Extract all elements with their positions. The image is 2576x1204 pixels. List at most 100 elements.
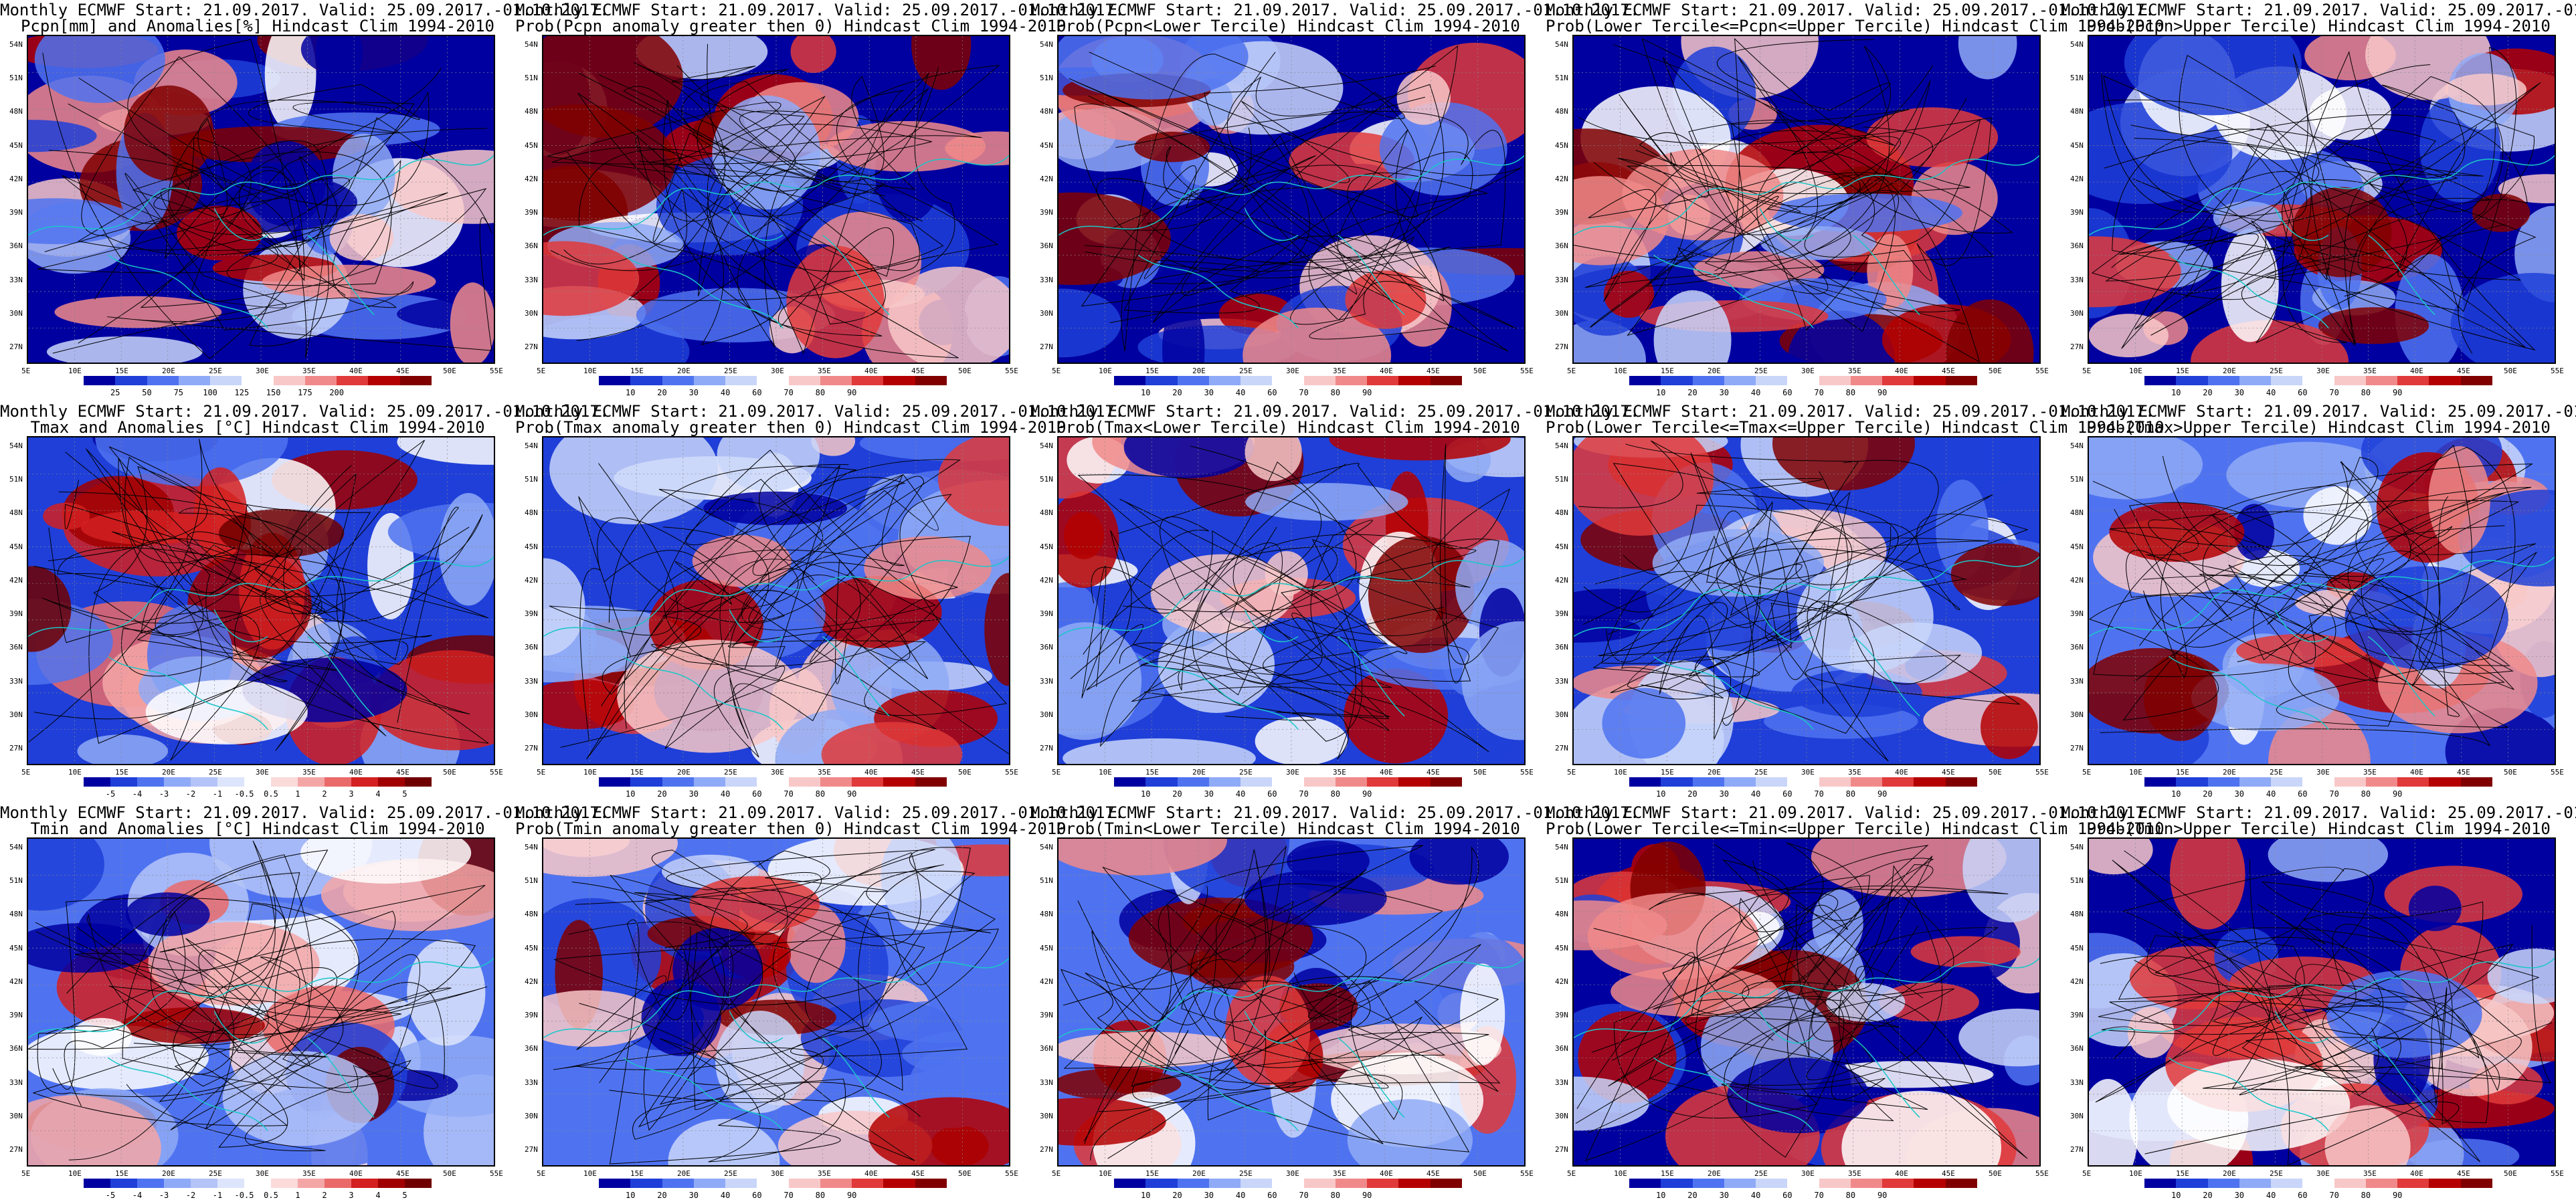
colorbar-segment (273, 376, 305, 385)
lon-label: 40E (864, 1169, 878, 1178)
colorbar-segment (191, 1179, 217, 1188)
colorbar-segment (852, 1179, 884, 1188)
colorbar-segment (2460, 1179, 2492, 1188)
field-blob (2124, 36, 2302, 116)
lat-label: 42N (2070, 977, 2084, 986)
colorbar-segment (2334, 376, 2366, 385)
colorbar-tick-label: 10 (1141, 1191, 1151, 1200)
contour-line (1077, 846, 1479, 1144)
colorbar-tick-label: 30 (1204, 388, 1214, 397)
contour-line (2111, 126, 2526, 348)
lat-label: 27N (2070, 744, 2084, 752)
colorbar-segment (1145, 1179, 1178, 1188)
lat-label: 36N (525, 643, 538, 652)
contour-line (601, 459, 961, 758)
contour-line (1575, 858, 1934, 1124)
field-blob (2089, 1079, 2138, 1165)
lon-label: 55E (490, 367, 503, 375)
lat-label: 42N (1040, 977, 1053, 986)
contour-line (37, 56, 448, 286)
lat-label: 33N (1040, 676, 1053, 686)
lon-label: 20E (1708, 1169, 1721, 1178)
lat-label: 42N (525, 977, 538, 986)
colorbar-segment (599, 777, 631, 787)
colorbar-tick-label: 40 (1750, 1191, 1761, 1200)
colorbar-tick-label: 90 (846, 388, 857, 397)
colorbar-segment (2397, 1179, 2429, 1188)
lat-label: 45N (9, 943, 23, 952)
contour-line (2140, 881, 2552, 1089)
coastline (543, 557, 1009, 730)
lon-label: 35E (818, 768, 831, 777)
lon-label: 55E (1520, 1169, 1534, 1178)
colorbar-segment (351, 777, 378, 787)
contour-line (58, 491, 489, 751)
map-area (27, 35, 495, 364)
lat-label: 33N (2070, 1078, 2084, 1087)
field-blob (123, 85, 214, 181)
colorbar-segment (1787, 1179, 1819, 1188)
lat-label: 27N (1040, 744, 1053, 752)
contour-line (1576, 845, 2028, 1159)
contour-line (33, 446, 489, 761)
field-map (1574, 36, 2039, 363)
lon-label: 20E (1708, 367, 1721, 375)
colorbar-segment (1945, 1179, 1977, 1188)
colorbar-tick-label: 3 (349, 789, 354, 799)
field-blob (543, 839, 678, 877)
colorbar-segment (1208, 376, 1241, 385)
lat-label: 54N (525, 40, 538, 49)
contour-line (2130, 47, 2517, 312)
lon-label: 20E (2223, 1169, 2236, 1178)
lat-label: 42N (2070, 575, 2084, 585)
colorbar-segment (1914, 376, 1946, 385)
colorbar-segment (2365, 376, 2398, 385)
colorbar-segment (788, 777, 820, 787)
lat-label: 48N (525, 107, 538, 116)
colorbar-tick-label: 20 (2203, 1191, 2213, 1200)
lon-label: 25E (1239, 768, 1253, 777)
lon-label: 35E (1333, 1169, 1346, 1178)
lon-label: 35E (2363, 367, 2377, 375)
map-area (2088, 436, 2556, 765)
colorbar (1114, 1179, 1462, 1188)
field-blob (864, 536, 992, 600)
colorbar-segment (1177, 376, 1209, 385)
contour-line (576, 65, 959, 359)
colorbar-segment (630, 777, 662, 787)
field-blob (2487, 948, 2555, 1004)
field-blob (46, 336, 203, 363)
field-blob (1841, 1090, 2001, 1165)
map-panel-pcpn-upper: Monthly ECMWF Start: 21.09.2017. Valid: … (2061, 0, 2576, 401)
lon-label: 30E (1286, 367, 1299, 375)
colorbar-tick-label: 10 (1656, 388, 1666, 397)
lon-label: 5E (1052, 367, 1061, 375)
colorbar-segment (84, 376, 116, 385)
contour-line (2095, 866, 2528, 1106)
colorbar-segment (1177, 1179, 1209, 1188)
field-blob (145, 680, 308, 744)
colorbar-tick-label: -1 (212, 789, 223, 799)
lat-label: 54N (9, 441, 23, 450)
colorbar-tick-label: 20 (1172, 789, 1182, 799)
lon-label: 35E (1848, 367, 1861, 375)
contour-line (1578, 38, 1992, 324)
colorbar-tick-label: 40 (2266, 789, 2276, 799)
contour-line (1102, 861, 1499, 1159)
colorbar-tick-label: 80 (1330, 789, 1341, 799)
lat-label: 36N (1555, 241, 1568, 251)
lat-label: 39N (2070, 1011, 2084, 1020)
field-blob (1059, 839, 1227, 876)
field-blob (1150, 554, 1294, 633)
lat-label: 36N (1555, 1044, 1568, 1054)
lon-label: 50E (1989, 1169, 2002, 1178)
colorbar-tick-label: 30 (2234, 1191, 2245, 1200)
colorbar-tick-label: 30 (2234, 789, 2245, 799)
contour-line (1084, 129, 1509, 352)
lat-label: 54N (9, 40, 23, 49)
panel-title-line2: Prob(Tmax anomaly greater then 0) Hindca… (515, 418, 1067, 437)
lon-label: 20E (677, 768, 691, 777)
colorbar-tick-label: 60 (1782, 1191, 1792, 1200)
lat-label: 54N (2070, 441, 2084, 450)
colorbar-tick-label: 200 (329, 388, 345, 397)
